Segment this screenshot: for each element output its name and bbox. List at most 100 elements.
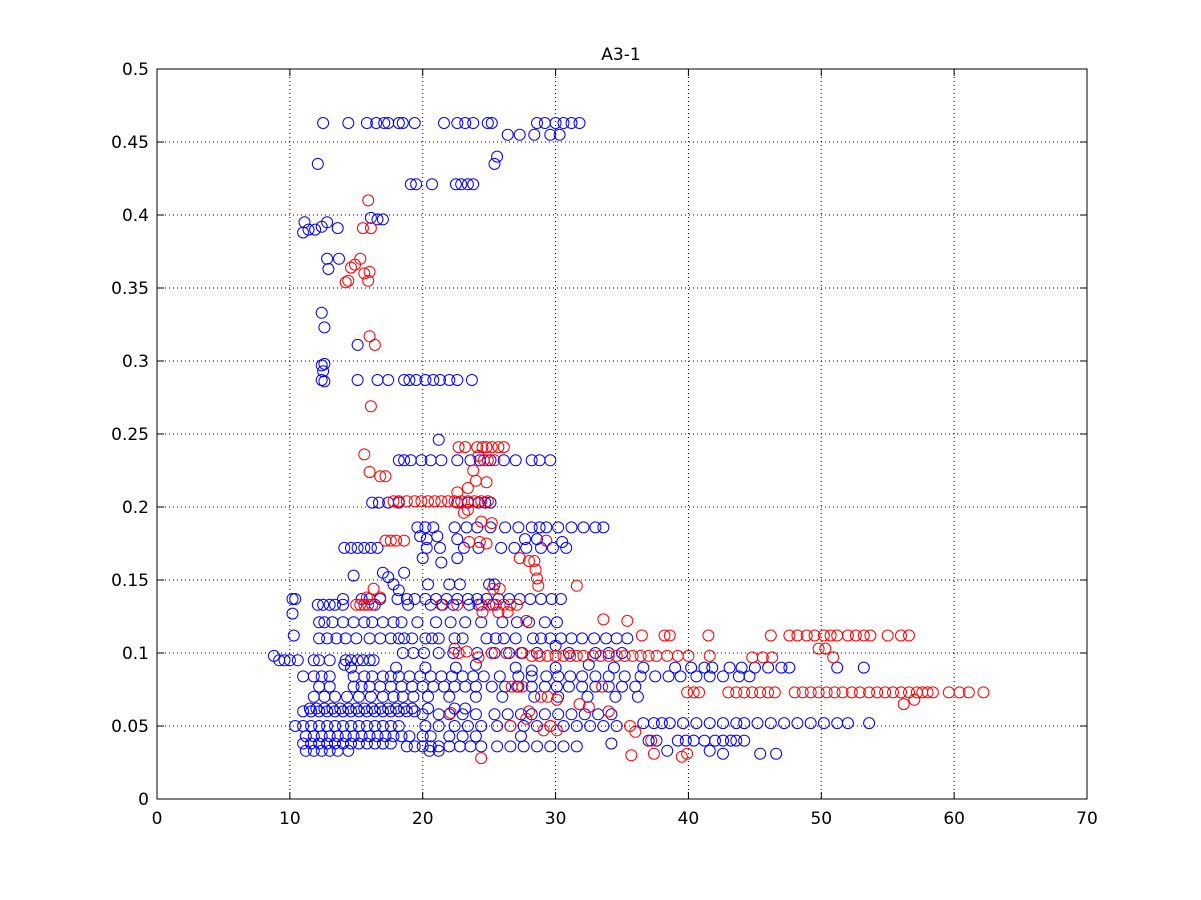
red-data-point	[610, 649, 623, 662]
red-data-point	[550, 693, 563, 706]
red-data-point	[531, 572, 543, 585]
red-data-point	[523, 705, 535, 718]
red-data-point	[523, 555, 535, 567]
blue-data-point	[347, 569, 360, 582]
blue-data-point	[395, 616, 408, 629]
blue-data-point	[318, 357, 331, 370]
blue-data-point	[366, 496, 379, 509]
blue-data-point	[323, 654, 336, 667]
red-data-point	[368, 338, 381, 351]
blue-data-point	[404, 178, 417, 191]
red-data-point	[500, 647, 513, 659]
blue-data-point	[402, 598, 415, 611]
red-data-point	[363, 265, 376, 278]
blue-data-point	[321, 705, 334, 718]
blue-data-point	[305, 705, 318, 718]
blue-data-point	[456, 632, 469, 645]
blue-data-point	[434, 541, 446, 554]
blue-data-point	[426, 178, 438, 191]
blue-data-point	[570, 720, 583, 732]
blue-data-point	[351, 654, 364, 667]
blue-data-point	[576, 680, 589, 693]
blue-data-point	[387, 690, 400, 703]
blue-data-point	[661, 744, 674, 757]
red-data-point	[625, 749, 638, 762]
red-data-point	[476, 606, 489, 619]
blue-data-point	[717, 670, 729, 683]
blue-data-point	[556, 536, 569, 548]
red-data-point	[681, 747, 694, 760]
blue-data-point	[576, 632, 589, 645]
blue-data-point	[371, 213, 384, 226]
blue-data-point	[451, 374, 464, 386]
blue-data-point	[589, 680, 602, 693]
blue-data-point	[395, 730, 408, 743]
blue-data-point	[358, 541, 371, 554]
blue-data-point	[443, 730, 456, 743]
blue-data-point	[519, 533, 531, 546]
blue-data-point	[323, 744, 336, 757]
red-data-point	[460, 645, 473, 658]
red-data-point	[489, 598, 502, 611]
y-tick-label: 0.2	[122, 498, 149, 518]
blue-data-point	[528, 690, 541, 703]
blue-data-point	[610, 720, 623, 732]
red-data-point	[358, 267, 371, 280]
red-data-point	[457, 506, 470, 519]
blue-data-point	[525, 670, 538, 683]
blue-data-point	[863, 717, 876, 730]
y-tick-label: 0.4	[122, 206, 149, 226]
blue-data-point	[508, 541, 521, 554]
blue-data-point	[533, 521, 546, 534]
blue-data-point	[443, 374, 456, 386]
y-tick-label: 0	[138, 790, 149, 810]
blue-data-point	[504, 740, 517, 753]
red-data-point	[808, 629, 821, 642]
blue-data-point	[469, 690, 482, 703]
blue-data-point	[299, 744, 312, 757]
red-data-point	[525, 649, 538, 662]
blue-data-point	[289, 593, 302, 605]
red-data-point	[903, 629, 915, 642]
red-data-point	[448, 642, 461, 655]
blue-data-point	[287, 629, 300, 642]
blue-data-point	[469, 658, 482, 671]
blue-data-point	[535, 632, 547, 645]
blue-data-point	[467, 178, 480, 191]
red-data-point	[908, 693, 921, 706]
red-data-point	[475, 752, 488, 765]
red-data-point	[783, 629, 796, 642]
blue-data-point	[406, 632, 419, 645]
blue-data-point	[491, 720, 504, 732]
blue-data-point	[419, 632, 432, 645]
blue-data-point	[685, 661, 698, 674]
blue-data-point	[488, 157, 501, 170]
blue-data-point	[642, 734, 655, 747]
blue-data-point	[311, 598, 324, 611]
red-data-point	[511, 598, 523, 611]
blue-data-point	[647, 717, 660, 730]
red-data-point	[442, 495, 454, 508]
blue-data-point	[751, 717, 764, 730]
blue-data-point	[475, 740, 488, 753]
blue-data-point	[418, 647, 430, 659]
red-data-point	[472, 651, 485, 664]
blue-data-point	[411, 521, 424, 534]
blue-data-point	[483, 578, 496, 591]
red-data-point	[452, 647, 465, 659]
red-data-point	[738, 686, 751, 699]
blue-data-point	[538, 616, 551, 629]
red-data-point	[853, 686, 866, 699]
blue-data-point	[467, 117, 480, 129]
blue-data-point	[616, 680, 628, 693]
red-data-point	[788, 686, 801, 699]
blue-data-point	[329, 598, 341, 611]
blue-data-point	[754, 747, 767, 760]
blue-data-point	[323, 670, 336, 683]
red-data-point	[504, 720, 517, 732]
blue-data-point	[469, 680, 482, 693]
red-data-point	[485, 647, 498, 659]
blue-data-point	[341, 690, 353, 703]
blue-data-point	[384, 705, 397, 718]
